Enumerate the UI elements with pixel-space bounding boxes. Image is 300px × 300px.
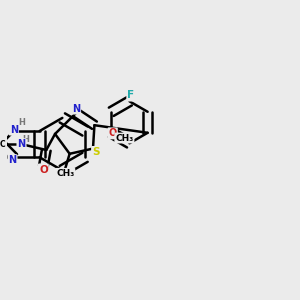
Text: N: N — [72, 103, 80, 114]
Text: N: N — [17, 139, 26, 149]
Text: CH₃: CH₃ — [56, 169, 74, 178]
Text: H: H — [22, 135, 29, 144]
Text: N: N — [8, 155, 16, 165]
Text: S: S — [92, 147, 100, 157]
Text: CH₃: CH₃ — [115, 134, 134, 142]
Text: C: C — [0, 140, 5, 149]
Text: H: H — [19, 118, 26, 127]
Text: N: N — [10, 124, 18, 135]
Text: F: F — [127, 91, 134, 100]
Text: O: O — [109, 128, 117, 138]
Text: O: O — [39, 164, 48, 175]
